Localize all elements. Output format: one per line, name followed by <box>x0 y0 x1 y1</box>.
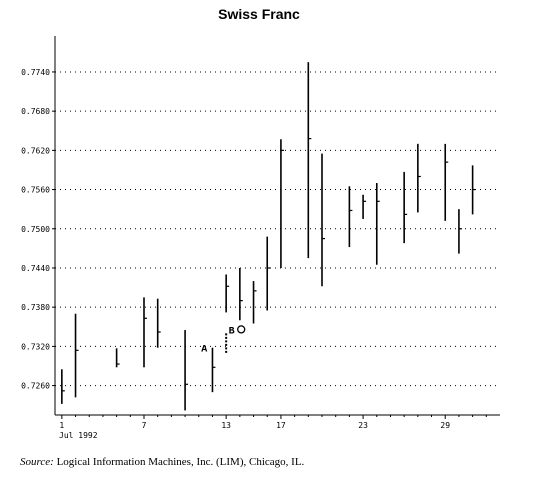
source-label: Source: <box>20 456 54 468</box>
y-tick-label: 0.7740 <box>21 68 50 77</box>
y-tick-label: 0.7320 <box>21 342 50 351</box>
y-axis-ticks: 0.7260 0.7320 0.7380 0.7440 0.7500 0.7560 0.76… <box>21 68 55 391</box>
x-tick-label: 1 <box>59 421 64 430</box>
x-axis-ticks: 1 7 13 17 23 29 <box>59 415 487 430</box>
annotations: AB <box>201 325 246 356</box>
y-tick-label: 0.7440 <box>21 264 50 273</box>
x-tick-label: 29 <box>440 421 450 430</box>
highlight-circle <box>237 325 246 334</box>
y-tick-label: 0.7620 <box>21 146 50 155</box>
y-tick-label: 0.7680 <box>21 107 50 116</box>
price-bars <box>61 62 476 411</box>
y-tick-label: 0.7560 <box>21 186 50 195</box>
x-tick-label: 13 <box>221 421 231 430</box>
x-tick-label: 7 <box>142 421 147 430</box>
chart-title: Swiss Franc <box>218 6 300 22</box>
x-tick-label: 17 <box>276 421 286 430</box>
axes <box>54 36 500 416</box>
source-note: Source: Logical Information Machines, In… <box>20 456 304 468</box>
annotation-label: A <box>201 345 207 356</box>
annotation-label: B <box>229 326 235 337</box>
y-tick-label: 0.7260 <box>21 382 50 391</box>
y-tick-label: 0.7500 <box>21 225 50 234</box>
x-axis-label: Jul 1992 <box>59 431 98 440</box>
source-text: Logical Information Machines, Inc. (LIM)… <box>56 456 305 468</box>
grid <box>55 71 500 387</box>
y-tick-label: 0.7380 <box>21 303 50 312</box>
x-tick-label: 23 <box>358 421 368 430</box>
